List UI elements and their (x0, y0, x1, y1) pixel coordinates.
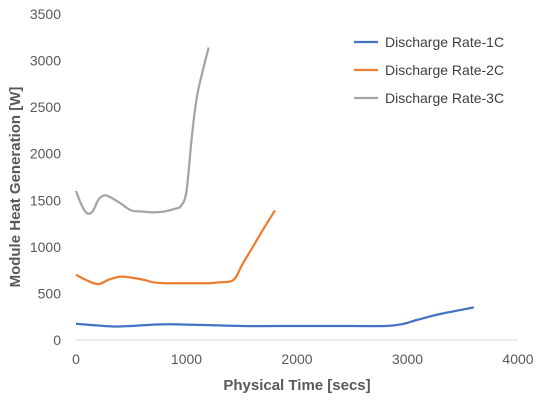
x-axis-ticks: 0 1000 2000 3000 4000 (72, 351, 534, 367)
series-lines (74, 47, 475, 328)
legend-label-1: Discharge Rate-1C (385, 34, 504, 50)
legend: Discharge Rate-1C Discharge Rate-2C Discha… (354, 34, 504, 106)
y-tick-label: 0 (53, 332, 61, 348)
y-axis-title: Module Heat Generation [W] (7, 87, 24, 288)
y-tick-label: 2000 (30, 146, 61, 162)
x-tick-label: 2000 (281, 351, 312, 367)
y-tick-label: 1000 (30, 239, 61, 255)
series-line-3 (74, 47, 210, 215)
y-tick-label: 1500 (30, 192, 61, 208)
y-tick-label: 2500 (30, 99, 61, 115)
x-tick-label: 3000 (392, 351, 423, 367)
x-tick-label: 0 (72, 351, 80, 367)
y-axis-ticks: 0 500 1000 1500 2000 2500 3000 3500 (30, 6, 61, 348)
x-axis-title: Physical Time [secs] (223, 377, 370, 394)
legend-label-2: Discharge Rate-2C (385, 62, 504, 78)
x-tick-label: 4000 (502, 351, 533, 367)
series-line-1 (75, 306, 475, 328)
y-tick-label: 500 (38, 285, 62, 301)
series-line-2 (75, 209, 276, 286)
y-tick-label: 3000 (30, 53, 61, 69)
legend-label-3: Discharge Rate-3C (385, 90, 504, 106)
y-tick-label: 3500 (30, 6, 61, 22)
x-tick-label: 1000 (171, 351, 202, 367)
